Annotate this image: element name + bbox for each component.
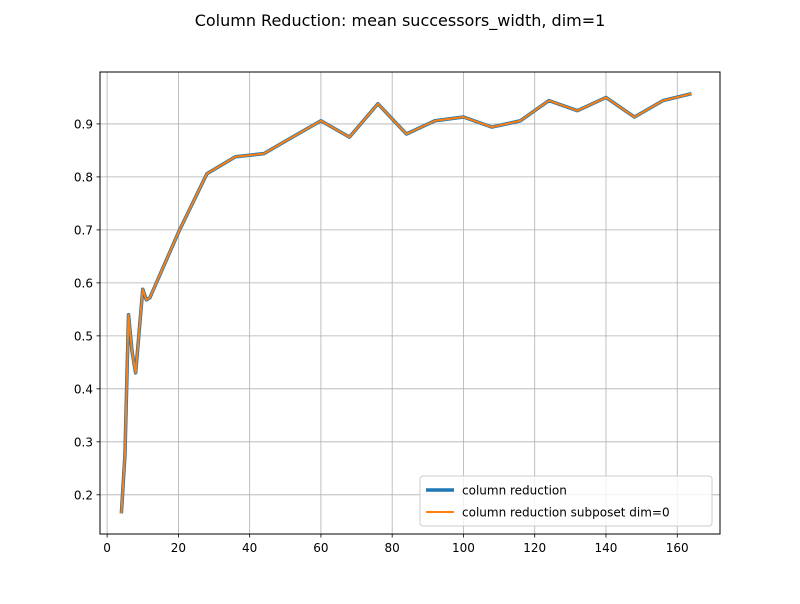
plot-frame [99,71,721,535]
x-tick-label: 80 [385,541,400,555]
x-tick-label: 60 [313,541,328,555]
x-tick-label: 160 [666,541,689,555]
y-tick-label: 0.6 [74,276,93,290]
x-tick-label: 100 [452,541,475,555]
series-line-2 [120,92,692,514]
x-tick-label: 20 [171,541,186,555]
y-tick-label: 0.3 [74,435,93,449]
legend-label-2: column reduction subposet dim=0 [462,506,670,520]
legend-box [419,475,713,527]
series-lines [119,92,692,514]
y-tick-label: 0.2 [74,488,93,502]
x-tick-label: 120 [523,541,546,555]
y-tick-label: 0.4 [74,382,93,396]
x-tick-label: 140 [595,541,618,555]
legend-label-1: column reduction [462,484,567,498]
y-tick-label: 0.8 [74,170,93,184]
y-tick-label: 0.5 [74,329,93,343]
x-tick-label: 40 [242,541,257,555]
chart-title: Column Reduction: mean successors_width,… [195,11,606,31]
y-tick-label: 0.7 [74,223,93,237]
legend: column reduction column reduction subpose… [419,475,713,527]
x-tick-label: 0 [103,541,111,555]
y-tick-label: 0.9 [74,117,93,131]
grid-lines [100,72,720,534]
axis-ticks: 0 20 40 60 80 100 120 140 160 0.2 0.3 0.4 0.5 0.6 0.7 0… [74,117,689,555]
